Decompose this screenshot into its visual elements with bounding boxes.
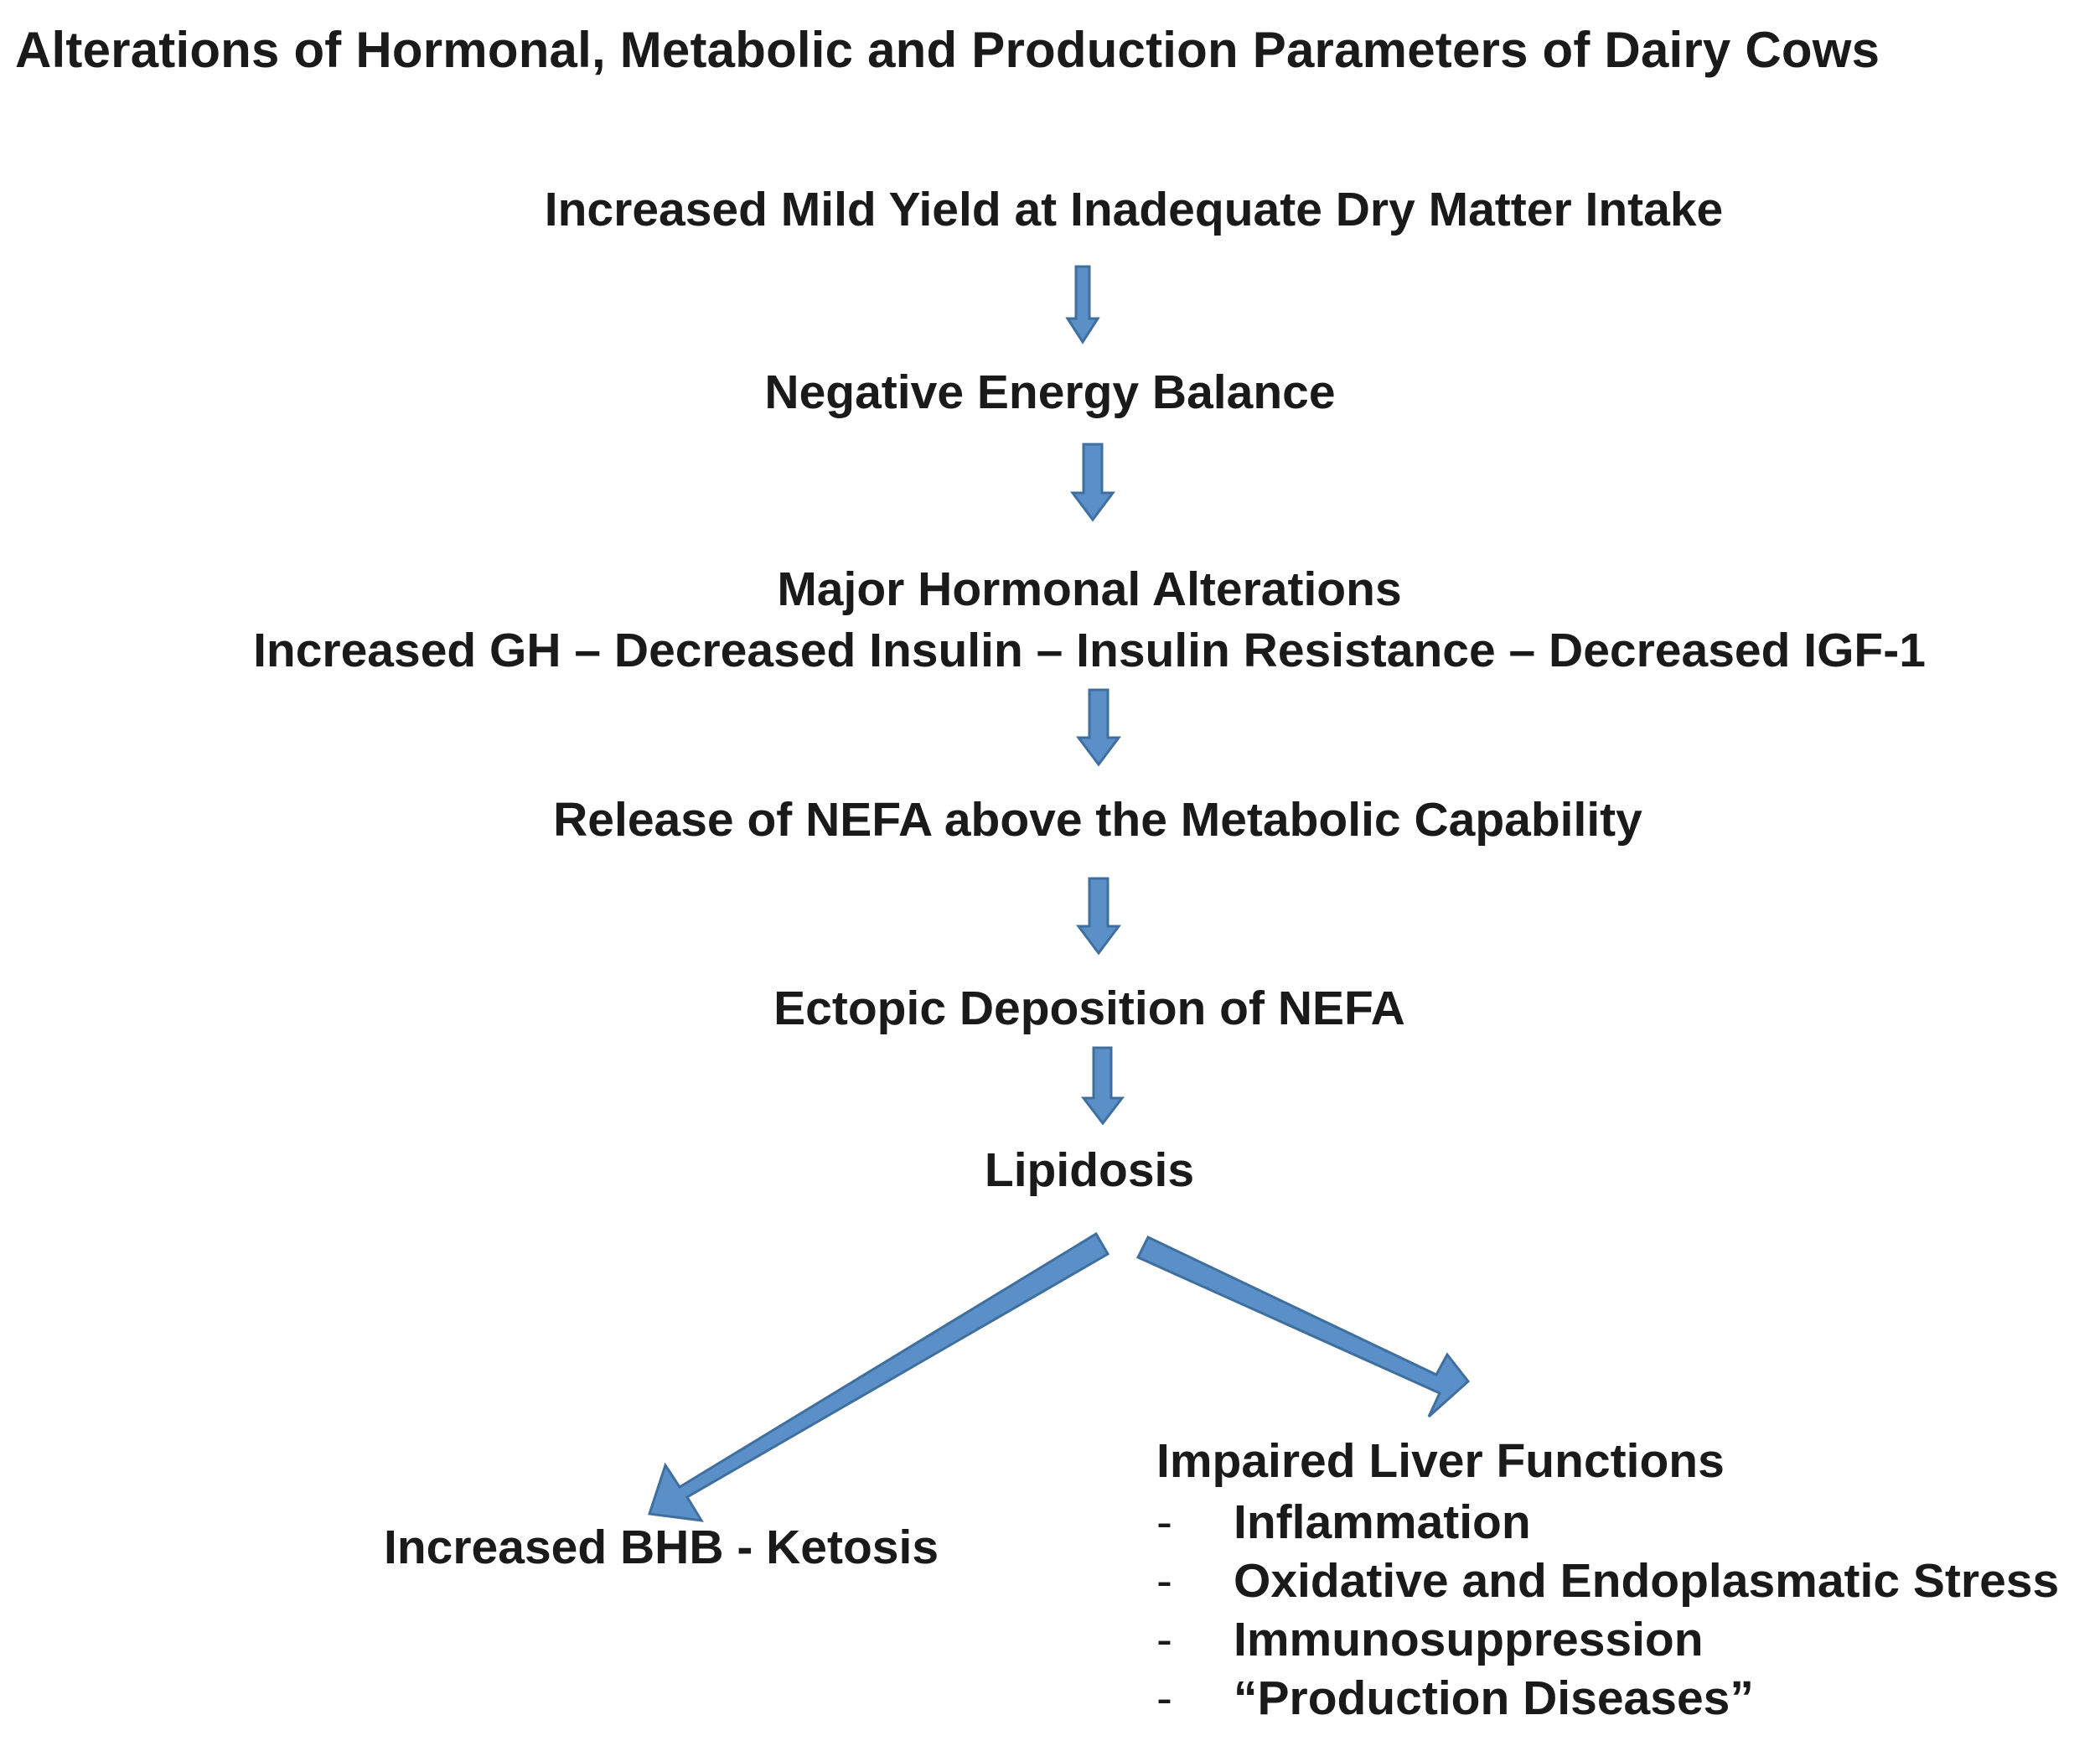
bullet-dash: - <box>1156 1495 1172 1549</box>
liver-item-label: Oxidative and Endoplasmatic Stress <box>1234 1554 2060 1608</box>
liver-item-inflammation: - Inflammation <box>1156 1499 1531 1547</box>
outcome-impaired-liver-functions: Impaired Liver Functions <box>1156 1434 1725 1488</box>
down-arrow-5 <box>1080 1046 1125 1126</box>
step-lipidosis: Lipidosis <box>984 1143 1195 1197</box>
step-negative-energy-balance: Negative Energy Balance <box>764 365 1336 419</box>
liver-item-production-diseases: - “Production Diseases” <box>1156 1675 1754 1723</box>
liver-item-immunosuppression: - Immunosuppression <box>1156 1616 1704 1664</box>
liver-item-label: “Production Diseases” <box>1234 1671 1754 1725</box>
down-arrow-4 <box>1076 877 1121 956</box>
step-release-of-nefa: Release of NEFA above the Metabolic Capa… <box>553 793 1642 847</box>
step-hormonal-details: Increased GH – Decreased Insulin – Insul… <box>253 624 1926 677</box>
step-ectopic-deposition: Ectopic Deposition of NEFA <box>773 982 1405 1035</box>
diagonal-arrow-right <box>1135 1236 1471 1418</box>
liver-item-oxidative-stress: - Oxidative and Endoplasmatic Stress <box>1156 1557 2059 1605</box>
step-increased-milk-yield: Increased Mild Yield at Inadequate Dry M… <box>544 183 1724 236</box>
down-arrow-3 <box>1076 688 1121 767</box>
down-arrow-1 <box>1065 265 1100 345</box>
diagram-title: Alterations of Hormonal, Metabolic and P… <box>15 22 1880 78</box>
down-arrow-2 <box>1070 443 1115 522</box>
bullet-dash: - <box>1156 1671 1172 1725</box>
diagonal-arrow-left <box>648 1231 1110 1522</box>
step-major-hormonal-alterations: Major Hormonal Alterations <box>777 562 1402 616</box>
bullet-dash: - <box>1156 1613 1172 1666</box>
liver-item-label: Immunosuppression <box>1234 1613 1704 1666</box>
bullet-dash: - <box>1156 1554 1172 1608</box>
outcome-ketosis: Increased BHB - Ketosis <box>384 1521 939 1574</box>
liver-item-label: Inflammation <box>1234 1495 1531 1549</box>
